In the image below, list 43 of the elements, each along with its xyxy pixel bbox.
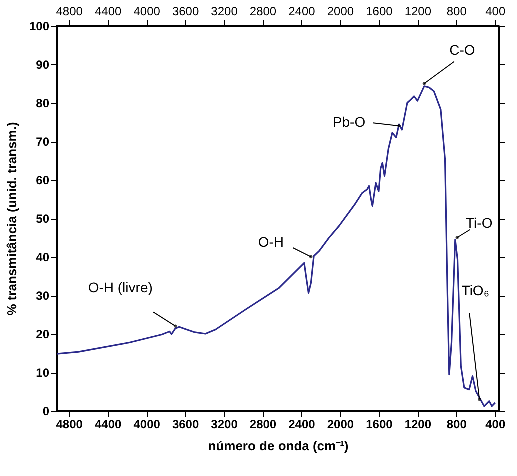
x-tick-label: 4000: [134, 418, 161, 432]
y-tick-label: 60: [36, 174, 50, 188]
y-tick-label: 30: [36, 289, 50, 303]
x-tick-label: 1200: [404, 418, 432, 432]
x2-tick-label: 3600: [172, 4, 200, 18]
annotation: Pb-O: [332, 114, 366, 130]
x-tick-label: 2800: [250, 418, 277, 432]
annotation: Ti-O: [466, 214, 493, 231]
x-axis-title: número de onda (cm⁻¹): [208, 438, 349, 454]
y-tick-label: 20: [36, 328, 50, 342]
x2-tick-label: 1600: [366, 4, 394, 18]
x2-tick-label: 400: [486, 4, 506, 18]
y-axis-title: % transmitância (unid. transm.): [4, 122, 20, 316]
annotation: O-H (livre): [88, 279, 153, 296]
x2-tick-label: 4000: [134, 4, 161, 18]
y-tick-label: 10: [36, 366, 50, 380]
x-tick-label: 2400: [288, 418, 316, 432]
x2-tick-label: 800: [446, 4, 468, 18]
y-tick-label: 100: [29, 20, 50, 34]
x-tick-label: 400: [486, 418, 506, 432]
x-tick-label: 4400: [94, 418, 122, 432]
x-tick-label: 3200: [211, 418, 238, 432]
x2-tick-label: 2800: [250, 4, 277, 18]
y-tick-label: 40: [36, 250, 50, 264]
y-tick-label: 70: [36, 135, 50, 149]
x2-tick-label: 4800: [56, 4, 84, 18]
annotation: TiO₆: [462, 282, 490, 298]
annotation: C-O: [450, 42, 476, 58]
x2-tick-label: 4400: [94, 4, 122, 18]
x2-tick-label: 1200: [404, 4, 432, 18]
y-tick-label: 50: [36, 212, 50, 226]
x-tick-label: 3600: [172, 418, 200, 432]
y-tick-label: 90: [36, 58, 50, 72]
x-tick-label: 4800: [56, 418, 84, 432]
x2-tick-label: 3200: [211, 4, 238, 18]
x2-tick-label: 2000: [327, 4, 354, 18]
x-tick-label: 800: [446, 418, 468, 432]
x2-tick-label: 2400: [288, 4, 316, 18]
x-tick-label: 1600: [366, 418, 394, 432]
annotation: O-H: [258, 234, 284, 250]
y-tick-label: 80: [36, 96, 50, 110]
y-tick-label: 0: [42, 404, 50, 418]
x-tick-label: 2000: [327, 418, 354, 432]
